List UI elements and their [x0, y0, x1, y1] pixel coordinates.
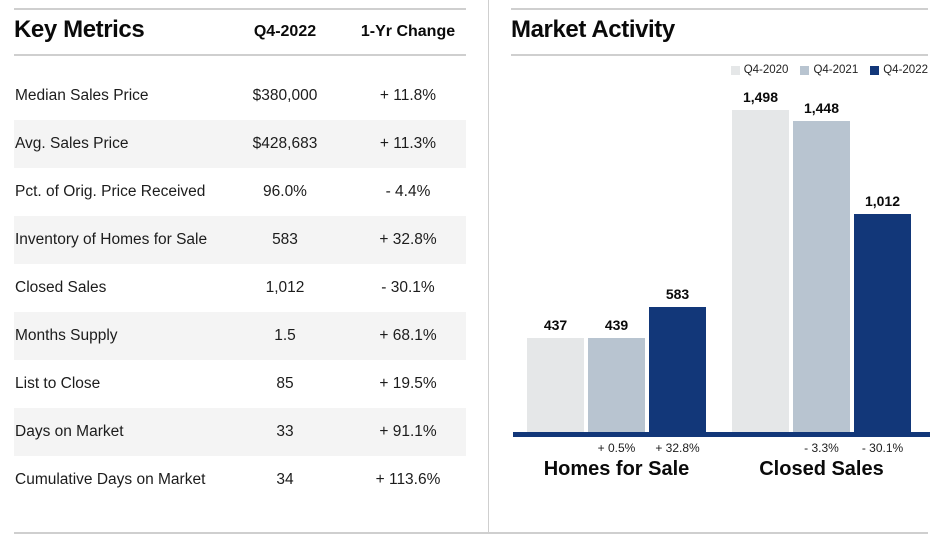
legend-label: Q4-2020: [743, 64, 789, 76]
bar-homes-q4-2022: [649, 306, 706, 432]
metric-change: + 113.6%: [375, 471, 441, 488]
table-row: Cumulative Days on Market 34 + 113.6%: [14, 456, 466, 504]
metric-value: 96.0%: [263, 183, 307, 200]
metric-label: Median Sales Price: [15, 87, 149, 104]
table-row: Months Supply 1.5 + 68.1%: [14, 312, 466, 360]
metric-value: 1.5: [274, 327, 296, 344]
legend-label: Q4-2022: [883, 64, 928, 76]
bar-closed-q4-2020: [732, 109, 789, 432]
panel-divider: [488, 0, 489, 533]
right-header-underline: [511, 54, 928, 56]
bar-value-label: 583: [665, 285, 690, 302]
metric-change: + 91.1%: [379, 423, 437, 440]
metric-change: - 30.1%: [381, 279, 435, 296]
bottom-rule: [14, 532, 928, 534]
legend-swatch-icon: [730, 65, 740, 75]
legend-label: Q4-2021: [813, 64, 859, 76]
bar-homes-q4-2021: [588, 337, 645, 432]
x-axis-baseline: [513, 432, 930, 437]
legend-swatch-icon: [800, 65, 810, 75]
metric-value: $428,683: [252, 135, 318, 152]
metric-value: 1,012: [265, 279, 305, 296]
bar-value-label: 1,498: [742, 88, 779, 105]
key-metrics-panel: Key Metrics Q4-2022 1-Yr Change Median S…: [14, 0, 466, 533]
bar-wrap: 439: [588, 317, 645, 432]
table-column-headers: Q4-2022 1-Yr Change: [220, 23, 466, 41]
bar-group-closed-sales: 1,498 1,448 1,012: [732, 0, 911, 432]
market-activity-panel: Market Activity Q4-2020 Q4-2021 Q4-2022 …: [511, 0, 934, 533]
metric-value: 33: [276, 423, 294, 440]
metric-label: Days on Market: [15, 423, 124, 440]
metric-value: 34: [276, 471, 294, 488]
table-row: Days on Market 33 + 91.1%: [14, 408, 466, 456]
metric-change: + 11.3%: [379, 135, 437, 152]
metric-change: + 19.5%: [379, 375, 437, 392]
metric-change: + 11.8%: [379, 87, 437, 104]
right-panel-top-rule: [511, 8, 928, 10]
table-row: Pct. of Orig. Price Received 96.0% - 4.4…: [14, 168, 466, 216]
legend-item-q4-2020: Q4-2020: [730, 64, 789, 76]
pct-change-label: + 32.8%: [655, 441, 700, 455]
bar-wrap: 1,012: [854, 193, 911, 432]
key-metrics-table: Median Sales Price $380,000 + 11.8% Avg.…: [14, 72, 466, 504]
bar-homes-q4-2020: [527, 338, 584, 432]
pct-change-row-closed: - 3.3% - 30.1%: [732, 441, 911, 455]
metric-change: - 4.4%: [385, 183, 431, 200]
pct-change-label: - 30.1%: [861, 441, 904, 455]
metric-label: Avg. Sales Price: [15, 135, 129, 152]
bar-value-label: 439: [604, 316, 629, 333]
legend-swatch-icon: [870, 65, 880, 75]
pct-change-label: [527, 441, 584, 455]
table-row: Closed Sales 1,012 - 30.1%: [14, 264, 466, 312]
left-header-underline: [14, 54, 466, 56]
bar-group-homes-for-sale: 437 439 583: [527, 0, 706, 432]
metric-change: + 32.8%: [379, 231, 437, 248]
pct-change-label: [732, 441, 789, 455]
metric-label: List to Close: [15, 375, 101, 392]
metric-value: 583: [272, 231, 298, 248]
metric-label: Closed Sales: [15, 279, 107, 296]
bar-wrap: 1,498: [732, 89, 789, 432]
bar-wrap: 437: [527, 317, 584, 432]
market-activity-title: Market Activity: [511, 16, 675, 43]
pct-change-label: + 0.5%: [597, 441, 636, 455]
key-metrics-title: Key Metrics: [14, 16, 145, 43]
metric-label: Months Supply: [15, 327, 118, 344]
bar-value-label: 437: [543, 317, 568, 333]
column-header-q4-2022: Q4-2022: [253, 23, 317, 40]
bar-wrap: 583: [649, 286, 706, 432]
category-label-homes-for-sale: Homes for Sale: [543, 458, 690, 480]
metric-label: Cumulative Days on Market: [15, 471, 206, 488]
metric-label: Inventory of Homes for Sale: [15, 231, 208, 248]
legend-item-q4-2021: Q4-2021: [800, 64, 858, 76]
pct-change-label: - 3.3%: [804, 441, 839, 455]
category-label-closed-sales: Closed Sales: [759, 458, 884, 480]
pct-change-row-homes: + 0.5% + 32.8%: [527, 441, 706, 455]
table-row: Median Sales Price $380,000 + 11.8%: [14, 72, 466, 120]
table-row: Avg. Sales Price $428,683 + 11.3%: [14, 120, 466, 168]
bar-value-label: 1,448: [803, 99, 840, 116]
table-row: Inventory of Homes for Sale 583 + 32.8%: [14, 216, 466, 264]
table-row: List to Close 85 + 19.5%: [14, 360, 466, 408]
column-header-1yr-change: 1-Yr Change: [360, 23, 456, 40]
metric-change: + 68.1%: [379, 327, 437, 344]
bar-wrap: 1,448: [793, 100, 850, 432]
metric-label: Pct. of Orig. Price Received: [15, 183, 206, 200]
chart-legend: Q4-2020 Q4-2021 Q4-2022: [730, 64, 928, 76]
market-activity-bar-chart: 437 439 583 1,498 1,44: [511, 0, 934, 533]
metric-value: 85: [276, 375, 294, 392]
bar-closed-q4-2022: [854, 214, 911, 432]
bar-closed-q4-2021: [793, 120, 850, 432]
left-panel-top-rule: [14, 8, 466, 10]
metric-value: $380,000: [252, 87, 318, 104]
bar-value-label: 1,012: [864, 193, 901, 210]
legend-item-q4-2022: Q4-2022: [870, 64, 928, 76]
